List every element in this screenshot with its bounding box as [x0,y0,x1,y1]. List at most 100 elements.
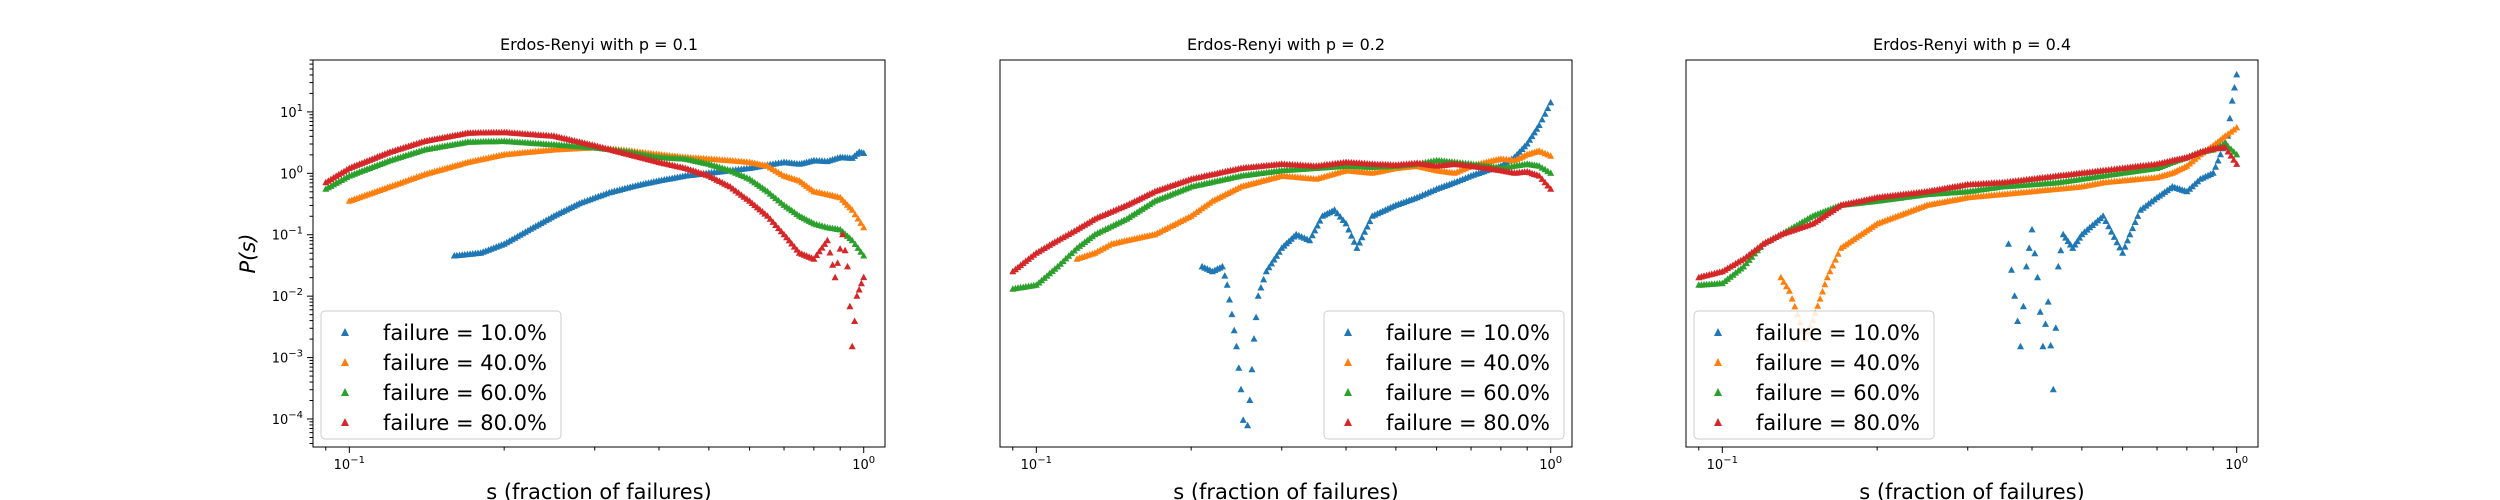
data-point [2105,222,2113,230]
data-point [1336,213,1344,220]
data-point [1547,169,1555,176]
y-tick-label: 10−2 [272,287,303,305]
data-point [1361,228,1369,235]
data-point [2057,246,2065,254]
data-point [1268,259,1275,267]
data-point [1246,396,1254,403]
legend-entry: failure = 60.0% [1386,381,1550,405]
data-point [1358,233,1366,241]
data-point [1780,278,1788,285]
data-point [2113,238,2121,246]
legend-marker [1714,358,1722,366]
data-point [1248,365,1256,373]
data-point [1218,262,1226,270]
data-point [826,249,834,256]
data-point [2221,132,2229,139]
x-tick-label: 10−1 [1707,455,1738,473]
data-point [823,236,831,244]
y-axis-label: P(s) [236,234,260,274]
data-point [857,219,865,226]
data-point [1233,342,1240,350]
series-4 [1009,158,1555,275]
data-point [2047,341,2055,349]
y-tick-label: 10−4 [272,410,303,428]
data-point [1265,263,1273,271]
data-point [860,273,868,281]
data-point [1541,110,1549,117]
chart-panel-2: Erdos-Renyi with p = 0.2 10−1 100 s (fracti… [999,35,1573,500]
data-point [1331,206,1338,213]
y-tick-label: 10−3 [272,349,303,367]
data-point [2134,212,2142,219]
data-point [2131,218,2139,225]
chart-title: Erdos-Renyi with p = 0.2 [1187,35,1385,54]
data-point [2028,225,2036,233]
data-point [848,342,856,350]
data-point [848,236,856,244]
data-point [1311,226,1319,234]
data-point [2099,212,2107,219]
axes-frame [999,59,1573,448]
data-point [2005,240,2012,247]
data-point [2124,236,2131,244]
legend-marker [1714,388,1722,396]
x-axis-label: s (fraction of failures) [1173,480,1399,500]
series-2 [345,143,868,231]
chart-title: Erdos-Renyi with p = 0.4 [1873,35,2071,54]
data-point [1316,217,1324,224]
data-point [860,252,868,259]
data-point [2036,308,2044,315]
legend: failure = 10.0% failure = 40.0% failure = … [1323,310,1565,440]
data-point [1345,226,1353,233]
series-4 [322,128,868,350]
x-axis-label: s (fraction of failures) [486,480,712,500]
data-point [857,279,865,287]
data-point [1339,216,1347,223]
data-point [1244,421,1252,429]
series-1 [2005,70,2241,393]
data-point [1528,132,1536,140]
legend-entry: failure = 10.0% [1756,321,1920,345]
data-point [1260,275,1268,283]
data-point [1785,287,1793,294]
data-point [2108,228,2115,235]
data-point [2224,130,2232,137]
legend-entry: failure = 80.0% [1756,411,1920,435]
x-tick-label: 100 [1539,455,1562,473]
data-point [1242,447,1249,454]
data-point [2116,243,2124,251]
x-tick-label: 100 [852,455,875,473]
data-point [1237,385,1245,393]
data-point [1250,335,1258,342]
data-point [2034,273,2041,281]
data-point [2022,262,2030,270]
data-point [2011,292,2019,299]
data-point [1348,232,1355,239]
data-point [1816,295,1824,302]
data-point [1783,282,1790,290]
data-point [1252,313,1260,321]
data-point [772,221,780,228]
data-point [2214,157,2222,164]
data-point [1262,267,1270,275]
data-point [1834,250,1842,257]
data-point [1541,178,1549,186]
data-point [1308,231,1316,239]
data-point [2071,241,2079,248]
data-point [1239,416,1247,423]
data-point [851,240,859,247]
data-point [1533,125,1541,132]
data-point [766,215,774,222]
data-point [2008,266,2015,273]
data-point [2102,217,2110,224]
data-point [1350,238,1358,245]
data-point [1226,296,1233,303]
data-point [2224,148,2232,155]
data-point [829,261,837,268]
data-point [2119,249,2127,256]
data-point [855,286,863,293]
data-point [2230,126,2238,133]
data-point [2221,143,2229,151]
y-tick-label: 10−1 [272,226,303,244]
